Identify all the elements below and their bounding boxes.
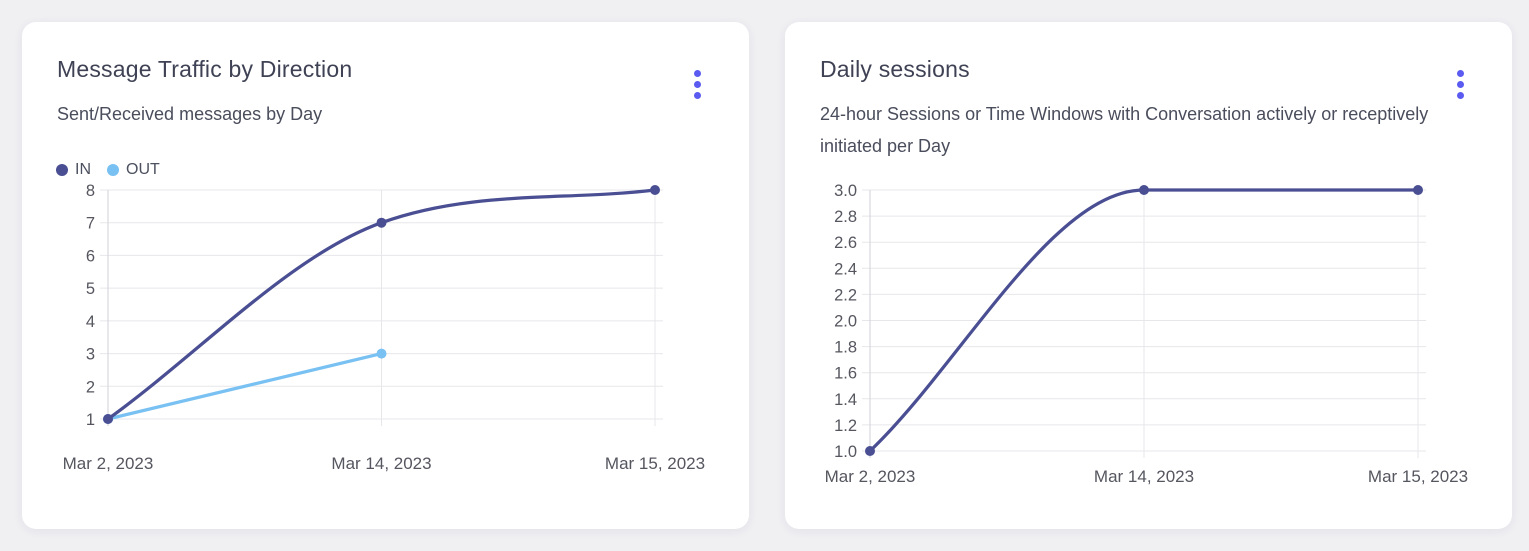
kebab-menu-icon bbox=[1457, 70, 1464, 99]
card-title: Message Traffic by Direction bbox=[57, 56, 353, 82]
card-subtitle: Sent/Received messages by Day bbox=[57, 104, 323, 124]
svg-text:Mar 14, 2023: Mar 14, 2023 bbox=[331, 454, 431, 473]
svg-text:2.0: 2.0 bbox=[834, 313, 857, 331]
series-marker-icon bbox=[56, 164, 68, 176]
svg-text:1.8: 1.8 bbox=[834, 339, 857, 357]
line-chart-message-traffic[interactable]: 8 7 6 5 4 3 2 1 Mar 2, 2023 Mar 14, 2023 Mar 15, 2… bbox=[22, 182, 748, 502]
svg-text:Mar 14, 2023: Mar 14, 2023 bbox=[1094, 467, 1194, 486]
svg-text:2: 2 bbox=[86, 378, 95, 396]
svg-text:Mar 2, 2023: Mar 2, 2023 bbox=[825, 467, 916, 486]
svg-text:1.6: 1.6 bbox=[834, 365, 857, 383]
chart-legend: IN OUT bbox=[56, 161, 160, 179]
svg-text:3: 3 bbox=[86, 346, 95, 364]
svg-text:2.4: 2.4 bbox=[834, 260, 857, 278]
svg-text:Mar 15, 2023: Mar 15, 2023 bbox=[605, 454, 705, 473]
svg-text:8: 8 bbox=[86, 182, 95, 200]
svg-text:2.6: 2.6 bbox=[834, 234, 857, 252]
card-subtitle: 24-hour Sessions or Time Windows with Co… bbox=[820, 104, 1429, 156]
card-daily-sessions: Daily sessions 24-hour Sessions or Time … bbox=[785, 22, 1512, 529]
svg-text:1.2: 1.2 bbox=[834, 417, 857, 435]
svg-text:1.4: 1.4 bbox=[834, 391, 857, 409]
svg-text:5: 5 bbox=[86, 280, 95, 298]
card-menu-button[interactable] bbox=[1453, 66, 1468, 103]
card-title: Daily sessions bbox=[820, 56, 970, 82]
svg-text:2.2: 2.2 bbox=[834, 286, 857, 304]
line-chart-daily-sessions[interactable]: 3.0 2.8 2.6 2.4 2.2 2.0 1.8 1.6 1.4 1.2 1.0 Mar 2, … bbox=[785, 182, 1513, 512]
legend-label: OUT bbox=[126, 161, 160, 178]
svg-text:4: 4 bbox=[86, 313, 95, 331]
legend-item-out[interactable]: OUT bbox=[107, 161, 160, 179]
svg-text:3.0: 3.0 bbox=[834, 182, 857, 200]
series-marker-icon bbox=[107, 164, 119, 176]
svg-text:Mar 2, 2023: Mar 2, 2023 bbox=[63, 454, 154, 473]
svg-text:1: 1 bbox=[86, 411, 95, 429]
legend-label: IN bbox=[75, 161, 91, 178]
svg-text:2.8: 2.8 bbox=[834, 208, 857, 226]
card-message-traffic: Message Traffic by Direction Sent/Receiv… bbox=[22, 22, 749, 529]
kebab-menu-icon bbox=[694, 70, 701, 99]
svg-text:6: 6 bbox=[86, 247, 95, 265]
svg-text:7: 7 bbox=[86, 215, 95, 233]
svg-text:Mar 15, 2023: Mar 15, 2023 bbox=[1368, 467, 1468, 486]
svg-text:1.0: 1.0 bbox=[834, 443, 857, 461]
card-menu-button[interactable] bbox=[690, 66, 705, 103]
legend-item-in[interactable]: IN bbox=[56, 161, 91, 179]
